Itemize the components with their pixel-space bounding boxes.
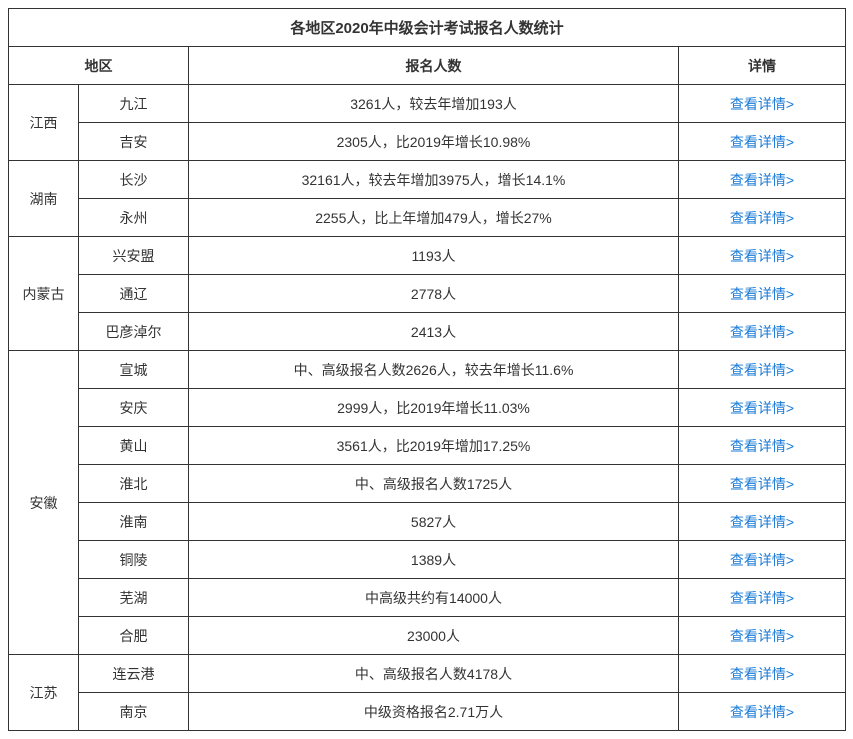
- detail-link[interactable]: 查看详情>: [730, 210, 794, 226]
- detail-link[interactable]: 查看详情>: [730, 552, 794, 568]
- count-cell: 中、高级报名人数2626人，较去年增长11.6%: [189, 351, 679, 389]
- detail-cell: 查看详情>: [679, 275, 846, 313]
- detail-link[interactable]: 查看详情>: [730, 248, 794, 264]
- table-row: 永州2255人，比上年增加479人，增长27% 查看详情>: [9, 199, 846, 237]
- detail-link[interactable]: 查看详情>: [730, 134, 794, 150]
- detail-cell: 查看详情>: [679, 313, 846, 351]
- city-cell: 铜陵: [79, 541, 189, 579]
- detail-cell: 查看详情>: [679, 123, 846, 161]
- city-cell: 永州: [79, 199, 189, 237]
- city-cell: 九江: [79, 85, 189, 123]
- count-cell: 2999人，比2019年增长11.03%: [189, 389, 679, 427]
- detail-link[interactable]: 查看详情>: [730, 96, 794, 112]
- detail-cell: 查看详情>: [679, 655, 846, 693]
- detail-cell: 查看详情>: [679, 579, 846, 617]
- table-row: 南京中级资格报名2.71万人 查看详情>: [9, 693, 846, 731]
- count-cell: 2778人: [189, 275, 679, 313]
- city-cell: 合肥: [79, 617, 189, 655]
- detail-link[interactable]: 查看详情>: [730, 628, 794, 644]
- city-cell: 兴安盟: [79, 237, 189, 275]
- city-cell: 南京: [79, 693, 189, 731]
- count-cell: 5827人: [189, 503, 679, 541]
- table-body: 江西九江3261人，较去年增加193人查看详情>吉安2305人，比2019年增长…: [9, 85, 846, 731]
- city-cell: 芜湖: [79, 579, 189, 617]
- count-cell: 1193人: [189, 237, 679, 275]
- detail-link[interactable]: 查看详情>: [730, 514, 794, 530]
- count-cell: 2305人，比2019年增长10.98%: [189, 123, 679, 161]
- province-cell: 内蒙古: [9, 237, 79, 351]
- city-cell: 安庆: [79, 389, 189, 427]
- city-cell: 长沙: [79, 161, 189, 199]
- table-row: 淮南5827人 查看详情>: [9, 503, 846, 541]
- detail-link[interactable]: 查看详情>: [730, 704, 794, 720]
- detail-link[interactable]: 查看详情>: [730, 362, 794, 378]
- detail-cell: 查看详情>: [679, 85, 846, 123]
- count-cell: 2413人: [189, 313, 679, 351]
- province-cell: 湖南: [9, 161, 79, 237]
- count-cell: 中级资格报名2.71万人: [189, 693, 679, 731]
- header-region: 地区: [9, 47, 189, 85]
- detail-cell: 查看详情>: [679, 199, 846, 237]
- detail-link[interactable]: 查看详情>: [730, 286, 794, 302]
- table-row: 通辽2778人 查看详情>: [9, 275, 846, 313]
- city-cell: 淮北: [79, 465, 189, 503]
- table-row: 黄山3561人，比2019年增加17.25% 查看详情>: [9, 427, 846, 465]
- header-count: 报名人数: [189, 47, 679, 85]
- detail-cell: 查看详情>: [679, 541, 846, 579]
- city-cell: 宣城: [79, 351, 189, 389]
- count-cell: 中高级共约有14000人: [189, 579, 679, 617]
- table-row: 湖南长沙32161人，较去年增加3975人，增长14.1%查看详情>: [9, 161, 846, 199]
- detail-link[interactable]: 查看详情>: [730, 400, 794, 416]
- table-row: 合肥23000人 查看详情>: [9, 617, 846, 655]
- city-cell: 巴彦淖尔: [79, 313, 189, 351]
- detail-link[interactable]: 查看详情>: [730, 172, 794, 188]
- count-cell: 3261人，较去年增加193人: [189, 85, 679, 123]
- table-row: 淮北中、高级报名人数1725人 查看详情>: [9, 465, 846, 503]
- detail-cell: 查看详情>: [679, 693, 846, 731]
- detail-link[interactable]: 查看详情>: [730, 590, 794, 606]
- table-row: 内蒙古兴安盟1193人查看详情>: [9, 237, 846, 275]
- count-cell: 中、高级报名人数1725人: [189, 465, 679, 503]
- detail-cell: 查看详情>: [679, 617, 846, 655]
- city-cell: 吉安: [79, 123, 189, 161]
- stats-table: 各地区2020年中级会计考试报名人数统计 地区 报名人数 详情 江西九江3261…: [8, 8, 846, 731]
- detail-link[interactable]: 查看详情>: [730, 324, 794, 340]
- province-cell: 江苏: [9, 655, 79, 731]
- detail-cell: 查看详情>: [679, 389, 846, 427]
- detail-cell: 查看详情>: [679, 351, 846, 389]
- detail-cell: 查看详情>: [679, 465, 846, 503]
- detail-cell: 查看详情>: [679, 161, 846, 199]
- city-cell: 淮南: [79, 503, 189, 541]
- table-row: 安徽宣城中、高级报名人数2626人，较去年增长11.6%查看详情>: [9, 351, 846, 389]
- detail-cell: 查看详情>: [679, 427, 846, 465]
- city-cell: 黄山: [79, 427, 189, 465]
- table-row: 江苏连云港中、高级报名人数4178人查看详情>: [9, 655, 846, 693]
- detail-cell: 查看详情>: [679, 237, 846, 275]
- table-row: 芜湖中高级共约有14000人 查看详情>: [9, 579, 846, 617]
- count-cell: 23000人: [189, 617, 679, 655]
- header-detail: 详情: [679, 47, 846, 85]
- count-cell: 1389人: [189, 541, 679, 579]
- table-row: 安庆2999人，比2019年增长11.03% 查看详情>: [9, 389, 846, 427]
- detail-link[interactable]: 查看详情>: [730, 666, 794, 682]
- detail-link[interactable]: 查看详情>: [730, 476, 794, 492]
- detail-link[interactable]: 查看详情>: [730, 438, 794, 454]
- count-cell: 32161人，较去年增加3975人，增长14.1%: [189, 161, 679, 199]
- count-cell: 中、高级报名人数4178人: [189, 655, 679, 693]
- table-row: 吉安2305人，比2019年增长10.98% 查看详情>: [9, 123, 846, 161]
- table-title: 各地区2020年中级会计考试报名人数统计: [9, 9, 846, 47]
- province-cell: 安徽: [9, 351, 79, 655]
- count-cell: 3561人，比2019年增加17.25%: [189, 427, 679, 465]
- city-cell: 连云港: [79, 655, 189, 693]
- province-cell: 江西: [9, 85, 79, 161]
- city-cell: 通辽: [79, 275, 189, 313]
- table-row: 江西九江3261人，较去年增加193人查看详情>: [9, 85, 846, 123]
- table-row: 巴彦淖尔2413人 查看详情>: [9, 313, 846, 351]
- count-cell: 2255人，比上年增加479人，增长27%: [189, 199, 679, 237]
- table-row: 铜陵1389人 查看详情>: [9, 541, 846, 579]
- detail-cell: 查看详情>: [679, 503, 846, 541]
